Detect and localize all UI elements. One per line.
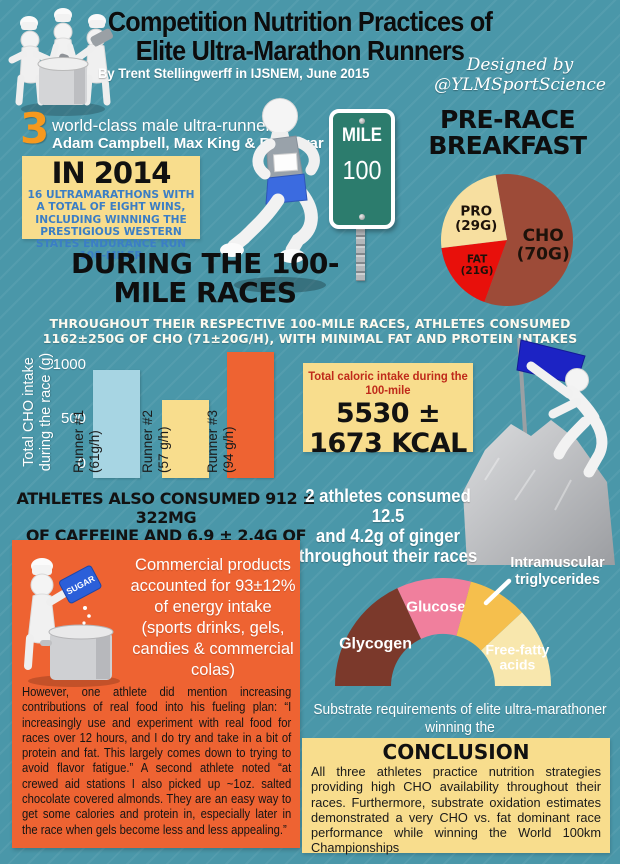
pre-race-line1: PRE-RACE — [439, 105, 576, 134]
cho-intake-bar-chart: Runner #1 (61g/h) Runner #2 (57 g/h) Run… — [71, 350, 303, 478]
gauge-label-free-fatty-acids: Free-fatty acids — [486, 642, 550, 673]
climber-illustration — [463, 337, 615, 565]
conclusion-text: All three athletes practice nutrition st… — [311, 764, 601, 856]
mile-sign-number: 100 — [342, 155, 382, 185]
commercial-products-text: Commercial products accounted for 93±12%… — [130, 556, 296, 679]
bar-runner-2: Runner #2 (57 g/h) — [140, 400, 209, 478]
y-tick-0: 0 — [77, 455, 86, 472]
athlete-quote-text: However, one athlete did mention increas… — [22, 684, 292, 837]
runner-foot-back — [279, 249, 305, 263]
cooking-pot — [37, 57, 89, 105]
cook-right — [74, 14, 114, 106]
sugar-grain — [87, 614, 91, 618]
commercial-products-box: SUGAR Commercial products accounted for … — [12, 540, 300, 848]
pie-label-pro: PRO (29G) — [455, 204, 497, 235]
pie-slice-fat — [441, 240, 507, 303]
breakfast-pie-chart: CHO (70G) FAT (21G) PRO (29G) — [441, 174, 573, 306]
caffeine-line1: ATHLETES ALSO CONSUMED 912 ± 322MG — [16, 489, 316, 527]
gauge-segment-intramuscular-triglycerides — [456, 581, 522, 651]
designed-by: Designed by @YLMSportScience — [425, 55, 615, 95]
mile-100-sign: MILE 100 — [329, 109, 395, 229]
runner-head — [262, 98, 298, 134]
gauge-label-glycogen: Glycogen — [339, 636, 412, 653]
sugar-box: SUGAR — [59, 565, 102, 604]
caloric-intake-label: Total caloric intake during the 100-mile — [308, 369, 468, 397]
pre-race-breakfast-title: PRE-RACE BREAKFAST — [405, 107, 610, 159]
climber-arm-low — [548, 397, 582, 419]
runner-shadow — [234, 277, 326, 293]
year-2014-box: IN 2014 16 ULTRAMARATHONS WITH A TOTAL O… — [22, 156, 200, 262]
runner-arm-left — [252, 138, 276, 180]
athlete-description: world-class male ultra-runners — [52, 116, 280, 135]
gauge-callout-pointer — [483, 578, 512, 606]
athlete-names: Adam Campbell, Max King & Rob Krar — [52, 135, 324, 152]
during-races-heading: DURING THE 100- MILE RACES — [25, 249, 385, 307]
rock-cracks — [484, 457, 572, 511]
pre-race-line2: BREAKFAST — [428, 131, 587, 160]
caloric-intake-value: 5530 ± 1673 KCAL — [309, 398, 467, 459]
runner-bib — [272, 152, 299, 173]
subtitle-line1: THROUGHOUT THEIR RESPECTIVE 100-MILE RAC… — [49, 316, 571, 331]
intramuscular-triglycerides-label: Intramuscular triglycerides — [510, 554, 605, 588]
sugar-grain — [83, 606, 87, 610]
bar-label-runner-2: Runner #2 (57 g/h) — [139, 409, 171, 473]
designed-by-handle: @YLMSportScience — [434, 75, 606, 95]
byline: By Trent Stellingwerff in IJSNEM, June 2… — [98, 65, 370, 81]
runner-arm-right — [292, 136, 320, 176]
chef-hat-band — [32, 565, 52, 575]
runner-leg-front — [227, 193, 285, 253]
bar-label-runner-1: Runner #1 (61g/h) — [70, 409, 102, 473]
conclusion-title: CONCLUSION — [382, 740, 530, 764]
pot-rim — [48, 624, 114, 640]
gauge-segment-glucose — [397, 578, 471, 639]
rock — [463, 420, 615, 565]
gauge-segment-glycogen — [335, 588, 422, 686]
chef-head — [30, 573, 54, 597]
mile-sign-word: MILE — [342, 125, 382, 146]
cooks-illustration — [8, 8, 114, 116]
mile-sign-post — [356, 226, 365, 281]
pie-label-fat: FAT (21G) — [461, 254, 494, 277]
pie-slice-cho — [484, 174, 573, 306]
athlete-count: 3 — [20, 104, 50, 153]
gauge-label-glucose: Glucose — [406, 599, 465, 616]
bar-runner-3: Runner #3 (94 g/h) — [205, 352, 274, 478]
sign-bolt-bottom — [359, 214, 365, 220]
pot-shade — [96, 633, 110, 679]
substrate-gauge-chart: Glycogen Glucose Free-fatty acids — [335, 578, 551, 686]
designed-by-line1: Designed by — [466, 55, 574, 75]
sugar-grain — [82, 621, 86, 625]
bar-label-runner-3: Runner #3 (94 g/h) — [204, 409, 236, 473]
during-heading-line2: MILE RACES — [113, 276, 297, 309]
y-label-line1: Total CHO intake — [21, 357, 37, 467]
gauge-segment-free-fatty-acids — [481, 612, 551, 686]
page-title-line1: Competition Nutrition Practices of — [107, 6, 493, 37]
pie-label-cho: CHO (70G) — [517, 226, 570, 264]
y-tick-500: 500 — [60, 410, 86, 427]
subtitle-line2: 1162±250G OF CHO (71±20G/H), WITH MINIMA… — [42, 330, 578, 346]
pie-slice-pro — [441, 175, 507, 249]
cho-consumption-subtitle: THROUGHOUT THEIR RESPECTIVE 100-MILE RAC… — [10, 316, 610, 346]
runner-foot-front — [220, 243, 244, 257]
bar-runner-1: Runner #1 (61g/h) — [71, 370, 140, 478]
runner-illustration — [220, 98, 326, 293]
during-heading-line1: DURING THE 100- — [70, 247, 340, 280]
runner-leg-back — [285, 187, 318, 257]
climber-leg-back — [583, 412, 608, 478]
caloric-intake-box: Total caloric intake during the 100-mile… — [303, 363, 473, 459]
year-2014-title: IN 2014 — [51, 156, 172, 190]
year-2014-text: 16 ULTRAMARATHONS WITH A TOTAL OF EIGHT … — [27, 189, 195, 263]
y-tick-1000: 1000 — [52, 356, 86, 373]
ginger-text: 2 athletes consumed 12.5 and 4.2g of gin… — [298, 486, 478, 566]
sign-bolt-top — [359, 118, 365, 124]
climber-leg-front — [553, 416, 591, 460]
pot-handle — [40, 640, 52, 646]
page-title: Competition Nutrition Practices of Elite… — [84, 7, 516, 65]
cooks-shadow — [21, 102, 105, 116]
chef-sugar-illustration: SUGAR — [24, 558, 120, 687]
climber-arm-pole — [526, 361, 574, 399]
conclusion-box: CONCLUSION All three athletes practice n… — [302, 738, 610, 856]
page-title-line2: Elite Ultra-Marathon Runners — [135, 35, 465, 66]
